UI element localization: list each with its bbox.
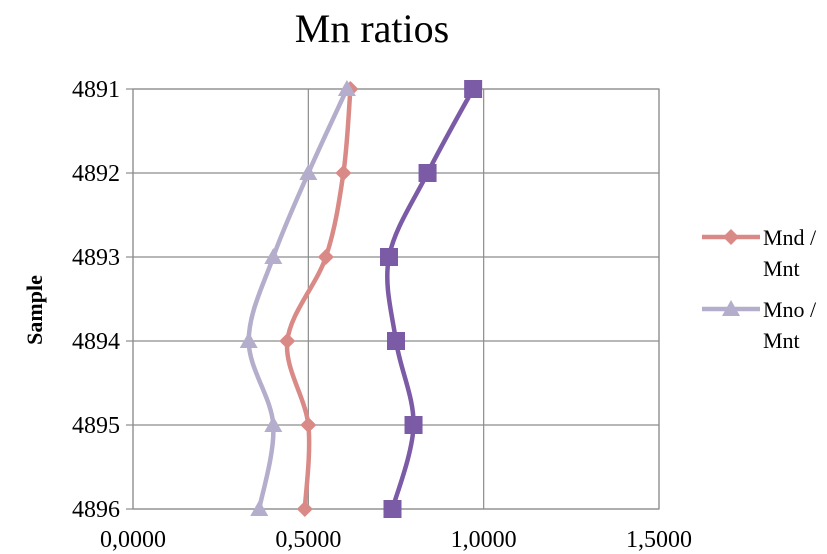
data-point: [250, 500, 269, 516]
data-point: [264, 248, 283, 264]
data-point: [299, 164, 318, 180]
legend-label: Mnt: [763, 256, 800, 281]
plot-grid: [126, 88, 660, 510]
data-point: [300, 417, 317, 433]
data-point: [379, 248, 398, 266]
x-tick-label: 1,5000: [626, 527, 692, 553]
x-tick-label: 0,0000: [100, 527, 166, 553]
legend-item: Mnd / Mnt: [702, 225, 817, 281]
y-axis-label: Sample: [22, 275, 47, 345]
data-point: [418, 164, 437, 182]
y-tick-label: 4896: [72, 497, 120, 523]
y-tick-label: 4891: [72, 77, 120, 103]
data-point: [383, 500, 402, 518]
series-3: [239, 80, 356, 516]
series-layer: [239, 80, 483, 518]
data-point: [279, 333, 296, 349]
legend-label: Mnt: [763, 328, 800, 353]
series-line: [284, 86, 353, 512]
legend-label: Mnd /: [763, 225, 817, 250]
data-point: [404, 416, 423, 434]
plot-frame: [132, 88, 660, 510]
series-1: [379, 80, 483, 518]
y-tick-label: 4893: [72, 245, 120, 271]
legend-item: Mno / Mnt: [702, 297, 817, 353]
x-tick-label: 0,5000: [275, 527, 341, 553]
data-point: [264, 416, 283, 432]
x-tick-labels: 0,0000 0,5000 1,0000 1,5000: [100, 527, 692, 553]
y-tick-label: 4894: [72, 329, 120, 355]
data-point: [464, 80, 483, 98]
legend-label: Mno /: [763, 297, 817, 322]
chart-title: Mn ratios: [295, 6, 449, 51]
data-point: [317, 249, 334, 265]
y-tick-labels: 4891 4892 4893 4894 4895 4896: [72, 77, 120, 523]
series-line: [385, 86, 476, 512]
legend-marker: [723, 229, 739, 245]
x-tick-label: 1,0000: [451, 527, 517, 553]
data-point: [387, 332, 405, 350]
legend: Mnd / Mnt Mno / Mnt: [702, 225, 817, 353]
y-tick-label: 4892: [72, 161, 120, 187]
data-point: [296, 501, 313, 517]
y-tick-label: 4895: [72, 413, 120, 439]
data-point: [337, 80, 356, 96]
series-line: [246, 86, 350, 512]
legend-marker: [722, 300, 740, 316]
data-point: [335, 165, 352, 181]
data-point: [239, 332, 258, 348]
